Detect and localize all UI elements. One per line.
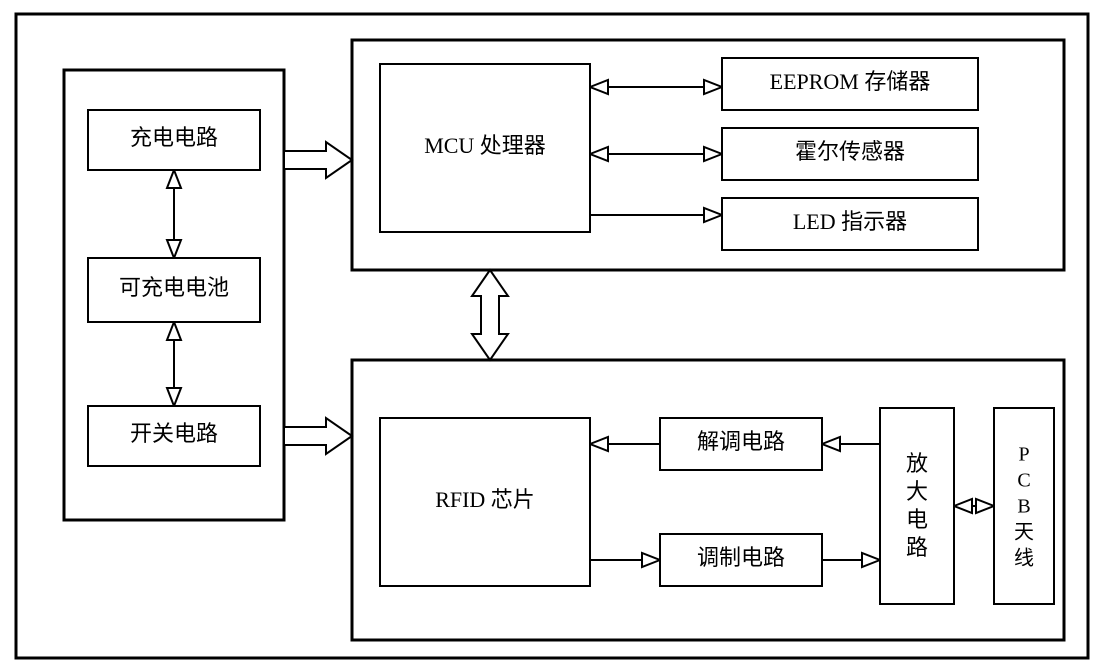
demod-label: 解调电路: [697, 429, 785, 454]
rfid-label: RFID 芯片: [435, 487, 535, 512]
switch-label: 开关电路: [130, 421, 218, 446]
mcu-label: MCU 处理器: [424, 133, 546, 158]
amp-label: 电: [906, 507, 928, 532]
antenna-label: B: [1017, 496, 1030, 518]
block-diagram: 充电电路可充电电池开关电路 MCU 处理器 EEPROM 存储器霍尔传感器 LED 指…: [0, 0, 1104, 672]
antenna-label: P: [1018, 444, 1029, 466]
led-label: LED 指示器: [793, 209, 907, 234]
charge-label: 充电电路: [130, 125, 218, 150]
eeprom-label: EEPROM 存储器: [770, 69, 931, 94]
mod-label: 调制电路: [697, 545, 785, 570]
amp-label: 路: [906, 535, 928, 560]
amp-label: 放: [906, 451, 928, 476]
amp-label: 大: [906, 479, 928, 504]
antenna-label: C: [1017, 470, 1030, 492]
antenna-label: 天: [1014, 522, 1034, 544]
amp-box: [880, 408, 954, 604]
hall-label: 霍尔传感器: [795, 139, 905, 164]
battery-label: 可充电电池: [119, 275, 229, 300]
antenna-label: 线: [1014, 547, 1034, 570]
